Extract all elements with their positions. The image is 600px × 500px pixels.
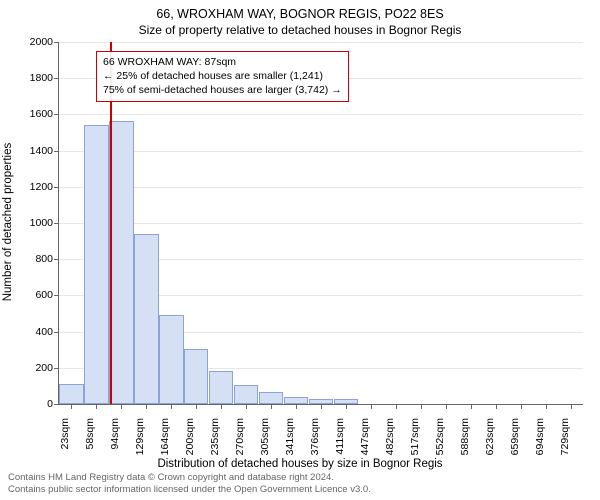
x-tick-mark — [246, 404, 247, 409]
x-tick-mark — [221, 404, 222, 409]
chart-subtitle: Size of property relative to detached ho… — [0, 23, 600, 37]
y-tick-mark — [54, 42, 59, 43]
gridline — [59, 114, 583, 115]
histogram-bar — [234, 385, 258, 404]
y-tick-mark — [54, 78, 59, 79]
y-tick-mark — [54, 151, 59, 152]
x-tick-mark — [171, 404, 172, 409]
y-tick-label: 1400 — [13, 145, 53, 157]
chart-title: 66, WROXHAM WAY, BOGNOR REGIS, PO22 8ES — [0, 0, 600, 23]
footer-line-2: Contains public sector information licen… — [8, 484, 371, 496]
x-tick-mark — [496, 404, 497, 409]
gridline — [59, 187, 583, 188]
annotation-box: 66 WROXHAM WAY: 87sqm ← 25% of detached … — [96, 51, 349, 102]
histogram-bar — [259, 392, 283, 404]
x-tick-mark — [321, 404, 322, 409]
histogram-bar — [209, 371, 233, 404]
y-tick-label: 0 — [13, 398, 53, 410]
x-tick-mark — [521, 404, 522, 409]
x-tick-mark — [571, 404, 572, 409]
y-tick-label: 1200 — [13, 181, 53, 193]
plot-area: 020040060080010001200140016001800200023s… — [58, 42, 582, 404]
histogram-bar — [134, 234, 158, 404]
x-tick-mark — [446, 404, 447, 409]
annotation-line-1: 66 WROXHAM WAY: 87sqm — [103, 55, 342, 69]
annotation-line-2: ← 25% of detached houses are smaller (1,… — [103, 69, 342, 83]
histogram-bar — [109, 121, 133, 404]
y-tick-mark — [54, 368, 59, 369]
gridline — [59, 151, 583, 152]
histogram-bar — [84, 125, 108, 404]
x-tick-mark — [471, 404, 472, 409]
y-tick-mark — [54, 187, 59, 188]
y-tick-mark — [54, 223, 59, 224]
y-tick-label: 600 — [13, 289, 53, 301]
x-tick-mark — [96, 404, 97, 409]
y-tick-mark — [54, 295, 59, 296]
histogram-bar — [159, 315, 183, 404]
x-tick-mark — [346, 404, 347, 409]
x-tick-mark — [121, 404, 122, 409]
x-axis-label: Distribution of detached houses by size … — [0, 458, 600, 470]
y-tick-mark — [54, 332, 59, 333]
y-tick-mark — [54, 114, 59, 115]
x-tick-mark — [271, 404, 272, 409]
gridline — [59, 42, 583, 43]
histogram-bar — [284, 397, 308, 404]
y-tick-label: 400 — [13, 326, 53, 338]
gridline — [59, 223, 583, 224]
histogram-bar — [184, 349, 208, 404]
footer-line-1: Contains HM Land Registry data © Crown c… — [8, 472, 371, 484]
x-tick-mark — [421, 404, 422, 409]
y-tick-label: 1600 — [13, 108, 53, 120]
y-tick-label: 800 — [13, 253, 53, 265]
x-tick-mark — [396, 404, 397, 409]
y-tick-label: 1000 — [13, 217, 53, 229]
x-tick-mark — [71, 404, 72, 409]
x-tick-mark — [546, 404, 547, 409]
x-tick-mark — [146, 404, 147, 409]
x-tick-mark — [296, 404, 297, 409]
annotation-line-3: 75% of semi-detached houses are larger (… — [103, 83, 342, 97]
x-tick-mark — [196, 404, 197, 409]
y-tick-label: 2000 — [13, 36, 53, 48]
y-tick-label: 1800 — [13, 72, 53, 84]
chart-container: 66, WROXHAM WAY, BOGNOR REGIS, PO22 8ES … — [0, 0, 600, 500]
footer-attribution: Contains HM Land Registry data © Crown c… — [8, 472, 371, 496]
y-tick-mark — [54, 404, 59, 405]
y-tick-mark — [54, 259, 59, 260]
histogram-bar — [59, 384, 83, 404]
y-tick-label: 200 — [13, 362, 53, 374]
x-tick-mark — [371, 404, 372, 409]
